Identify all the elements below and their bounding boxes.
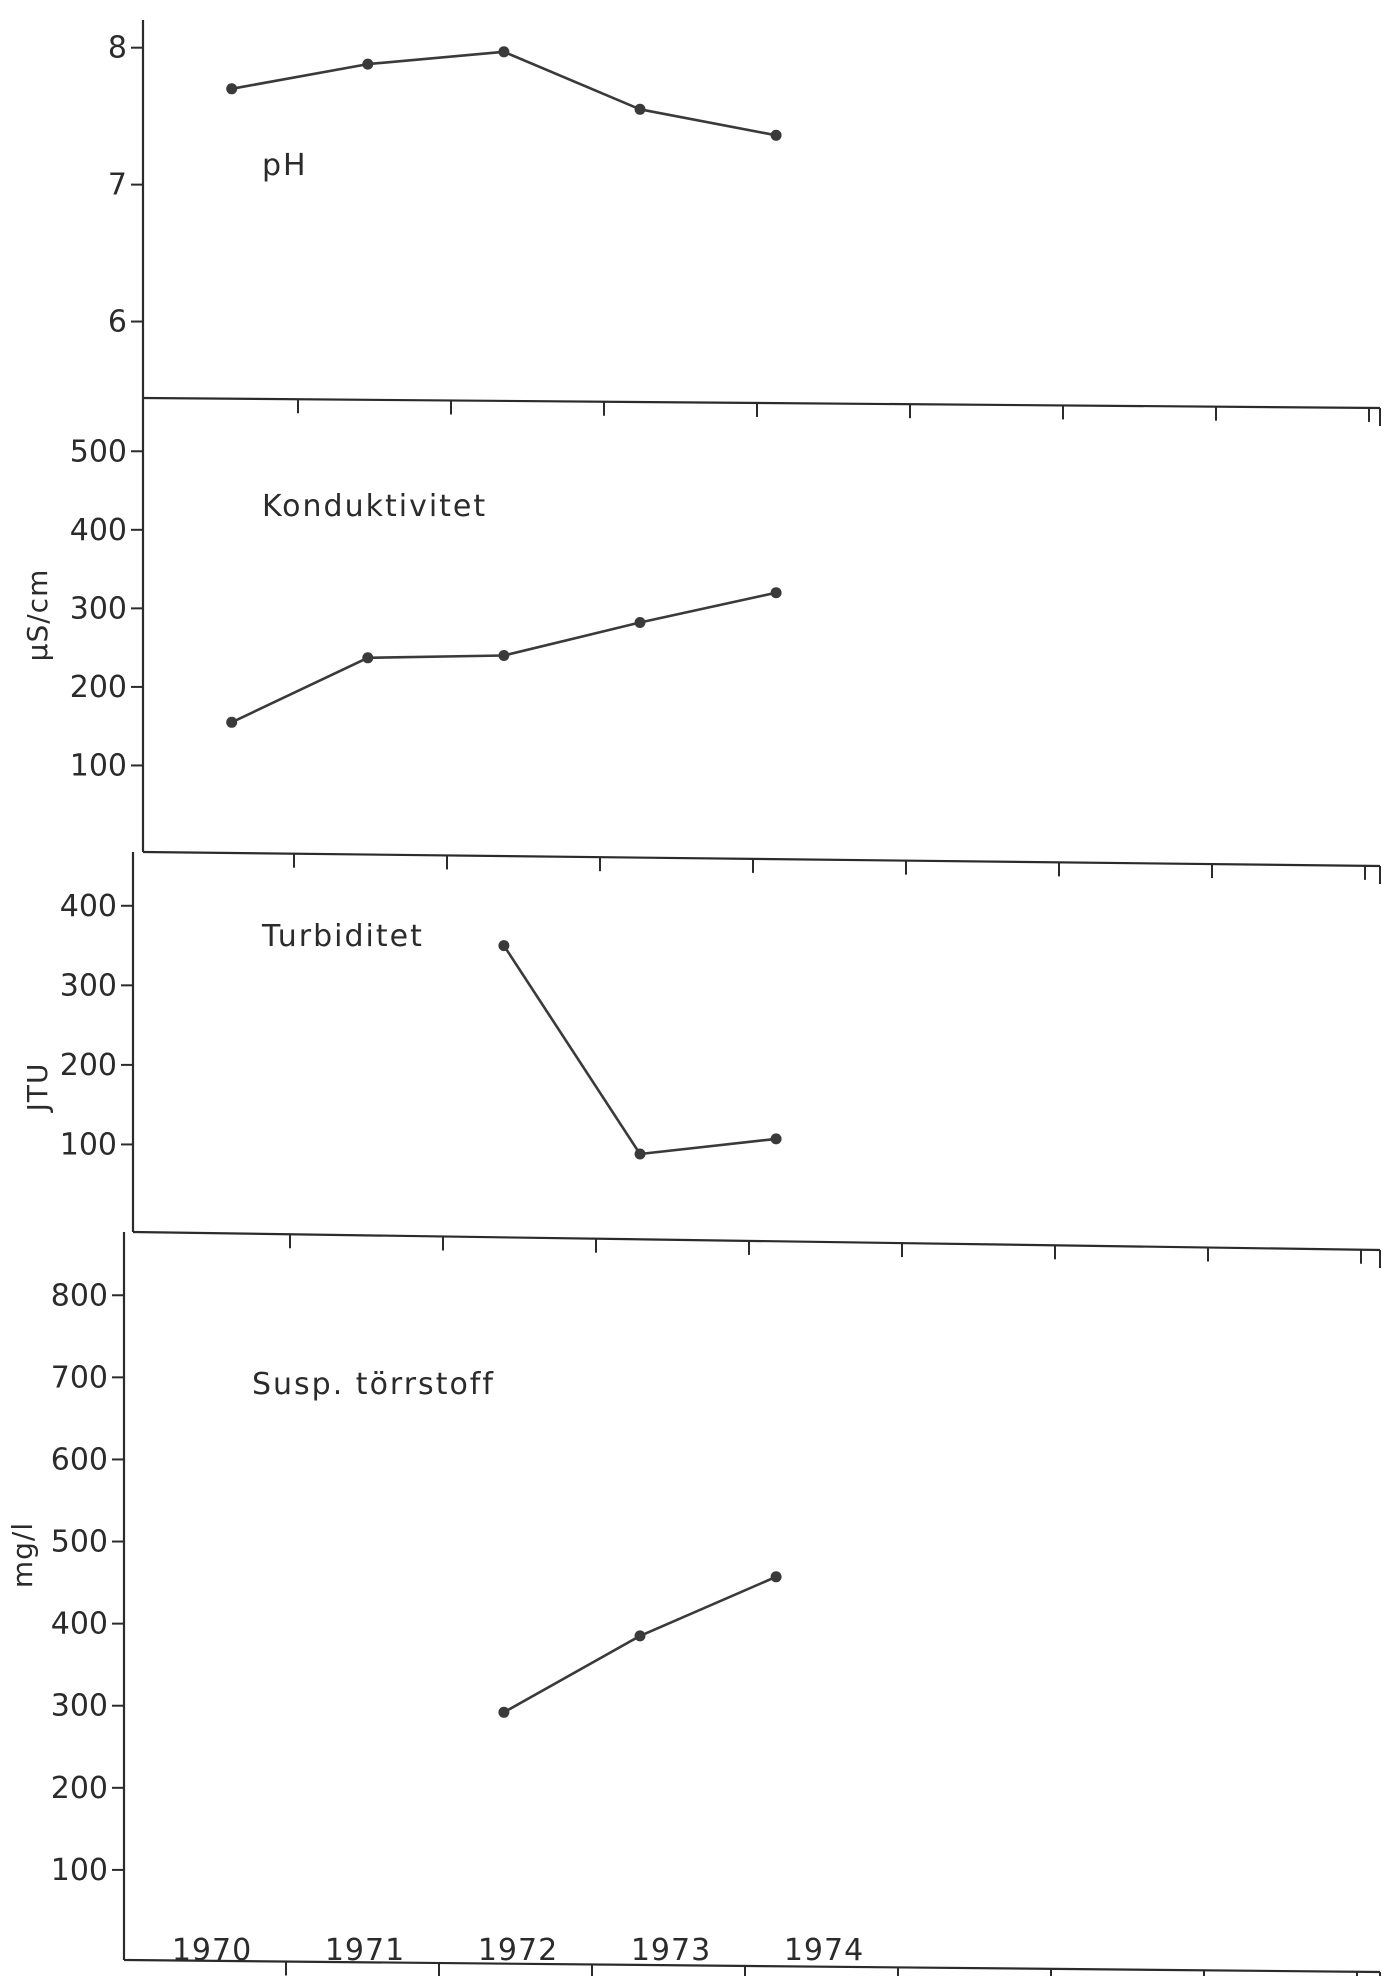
x-axis-year-labels: 1970 1971 1972 1973 1974 xyxy=(172,1933,864,1968)
y-tick-label-turbidity: 100 xyxy=(60,1127,117,1162)
y-tick-label-suspended-solids: 300 xyxy=(51,1689,108,1724)
y-tick-label-suspended-solids: 700 xyxy=(51,1360,108,1395)
y-tick-label-suspended-solids: 100 xyxy=(51,1853,108,1888)
panel-title-suspended-solids: Susp. törrstoff xyxy=(252,1367,495,1402)
panel-suspended-solids: Susp. törrstoff mg/l 100 200 300 400 500 600 7… xyxy=(6,1232,1381,1976)
data-point-suspended-solids xyxy=(498,1706,510,1718)
panel-title-turbidity: Turbiditet xyxy=(261,919,424,954)
data-point-conductivity xyxy=(634,617,646,628)
y-tick-label-ph: 8 xyxy=(108,31,127,66)
y-tick-label-conductivity: 500 xyxy=(70,434,127,469)
data-point-ph xyxy=(362,58,374,70)
y-tick-label-conductivity: 100 xyxy=(70,748,127,783)
y-axis-label-turbidity: JTU xyxy=(21,1063,54,1114)
data-point-turbidity xyxy=(770,1133,782,1145)
x-axis-line-conductivity xyxy=(142,850,1381,868)
y-tick-label-suspended-solids: 600 xyxy=(51,1442,108,1477)
series-line-suspended-solids xyxy=(503,1575,777,1714)
y-tick-label-suspended-solids: 500 xyxy=(51,1525,108,1560)
panel-title-conductivity: Konduktivitet xyxy=(262,489,487,524)
data-point-ph xyxy=(770,129,782,141)
y-tick-label-suspended-solids: 800 xyxy=(51,1278,108,1313)
y-tick-label-conductivity: 200 xyxy=(70,670,127,705)
series-line-turbidity xyxy=(502,944,777,1156)
panel-title-ph: pH xyxy=(262,148,308,183)
data-point-turbidity xyxy=(634,1148,646,1160)
x-axis-line-turbidity xyxy=(132,1230,1381,1252)
y-axis-label-conductivity: µS/cm xyxy=(21,569,54,662)
y-axis-label-suspended-solids: mg/l xyxy=(6,1522,39,1588)
x-axis-year-label: 1972 xyxy=(478,1933,558,1968)
y-tick-label-turbidity: 200 xyxy=(60,1048,117,1083)
data-point-ph xyxy=(226,83,238,95)
y-tick-label-conductivity: 300 xyxy=(70,591,127,626)
data-point-conductivity xyxy=(770,587,782,599)
x-axis-year-label: 1973 xyxy=(631,1933,711,1968)
y-tick-label-turbidity: 400 xyxy=(60,889,117,924)
data-point-turbidity xyxy=(498,940,510,952)
y-tick-label-suspended-solids: 400 xyxy=(51,1607,108,1642)
x-axis-line-ph xyxy=(142,396,1381,410)
data-point-suspended-solids xyxy=(634,1630,646,1642)
y-tick-label-turbidity: 300 xyxy=(60,968,117,1003)
data-point-suspended-solids xyxy=(770,1571,782,1583)
panel-conductivity: Konduktivitet µS/cm 100 200 300 400 500 xyxy=(21,398,1381,884)
y-tick-label-conductivity: 400 xyxy=(70,513,127,548)
x-axis-year-label: 1974 xyxy=(784,1933,864,1968)
panel-ph: pH 6 7 8 xyxy=(108,20,1381,426)
y-tick-label-ph: 7 xyxy=(108,168,127,203)
data-point-conductivity xyxy=(226,716,238,728)
x-axis-year-label: 1971 xyxy=(325,1933,405,1968)
data-point-ph xyxy=(634,103,646,115)
data-point-ph xyxy=(498,46,510,58)
data-point-conductivity xyxy=(362,652,374,664)
series-line-ph xyxy=(231,50,777,137)
y-tick-label-ph: 6 xyxy=(108,305,127,340)
y-tick-label-suspended-solids: 200 xyxy=(51,1771,108,1806)
x-axis-year-label: 1970 xyxy=(172,1933,252,1968)
data-point-conductivity xyxy=(498,650,510,661)
panel-turbidity: Turbiditet JTU 100 200 300 400 xyxy=(21,852,1381,1268)
x-axis-line-suspended-solids xyxy=(123,1958,1381,1974)
